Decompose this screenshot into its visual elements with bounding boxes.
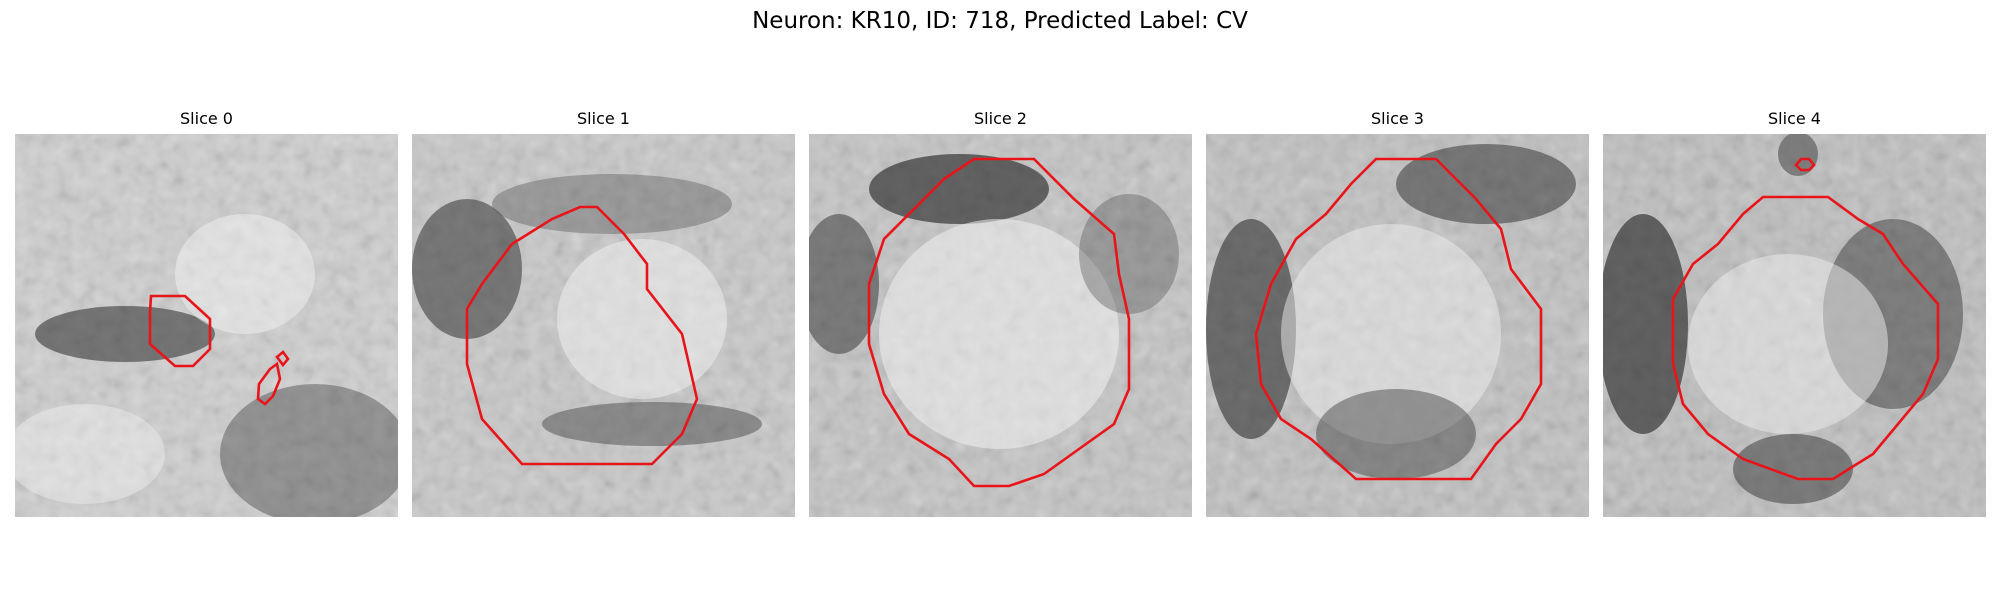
contour-0c xyxy=(275,350,290,368)
slice-panel-2: Slice 2 xyxy=(809,108,1192,517)
slice-image-0 xyxy=(15,134,398,517)
slice-panel-4: Slice 4 xyxy=(1603,108,1986,517)
slice-title-1: Slice 1 xyxy=(577,109,630,128)
contour-4 xyxy=(1671,195,1940,481)
contour-2 xyxy=(867,157,1131,488)
slice-title-2: Slice 2 xyxy=(974,109,1027,128)
contour-0a xyxy=(148,294,212,368)
slice-title-3: Slice 3 xyxy=(1371,109,1424,128)
slice-image-4 xyxy=(1603,134,1986,517)
slice-image-1 xyxy=(412,134,795,517)
contour-3 xyxy=(1254,157,1543,481)
slice-3-svg xyxy=(1206,134,1589,517)
slice-2-svg xyxy=(809,134,1192,517)
slice-image-3 xyxy=(1206,134,1589,517)
contour-4b xyxy=(1794,157,1816,172)
contour-0b xyxy=(256,361,282,406)
contour-1 xyxy=(465,205,699,466)
slice-panel-0: Slice 0 xyxy=(15,108,398,517)
figure-title: Neuron: KR10, ID: 718, Predicted Label: … xyxy=(752,8,1248,34)
slice-panel-1: Slice 1 xyxy=(412,108,795,517)
slice-0-svg xyxy=(15,134,398,517)
slice-panel-3: Slice 3 xyxy=(1206,108,1589,517)
slice-image-2 xyxy=(809,134,1192,517)
slice-4-svg xyxy=(1603,134,1986,517)
slice-1-svg xyxy=(412,134,795,517)
slice-title-0: Slice 0 xyxy=(180,109,233,128)
slice-title-4: Slice 4 xyxy=(1768,109,1821,128)
